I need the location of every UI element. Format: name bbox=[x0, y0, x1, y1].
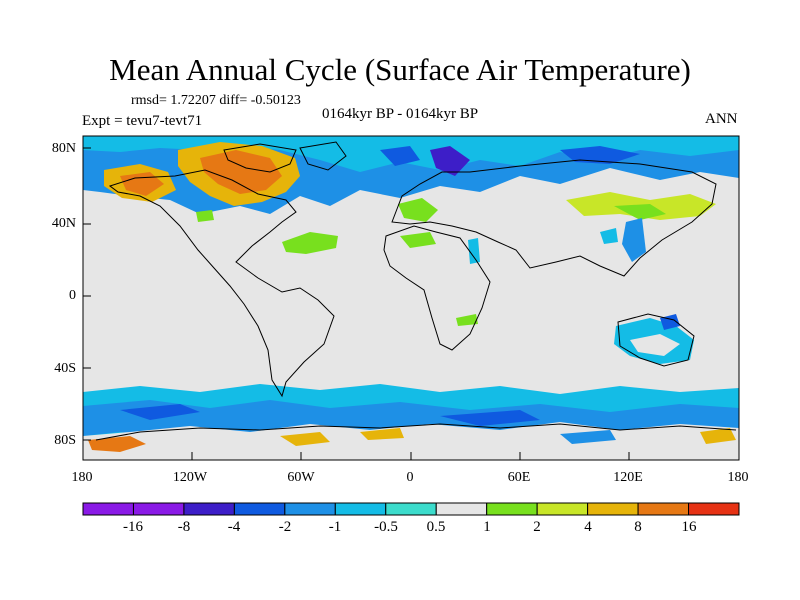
alaska-strong-warm-region bbox=[120, 172, 164, 196]
colorbar-swatch bbox=[536, 502, 589, 516]
canadian-arctic-coastline bbox=[223, 143, 297, 173]
experiment-label: Expt = tevu7-tevt71 bbox=[82, 113, 203, 129]
antarctica-coastline bbox=[95, 423, 737, 441]
antarctica-warm-patch-atlantic bbox=[360, 428, 404, 440]
europe-warm-patch bbox=[398, 198, 438, 222]
australia-neutral-region bbox=[630, 334, 680, 356]
colorbar-swatch bbox=[82, 502, 134, 516]
lon-label-60w: 60W bbox=[287, 470, 315, 485]
colorbar bbox=[82, 502, 740, 516]
colorbar-label: 4 bbox=[584, 519, 592, 535]
lat-label-0: 0 bbox=[69, 288, 76, 303]
lon-label-60e: 60E bbox=[507, 470, 531, 485]
us-warm-patch bbox=[196, 210, 214, 222]
lon-label-180e: 180 bbox=[727, 470, 749, 485]
anomaly-field bbox=[83, 136, 739, 460]
arctic-cool-patch bbox=[380, 146, 420, 166]
colorbar-swatch bbox=[183, 502, 235, 516]
colorbar-label: -16 bbox=[123, 519, 143, 535]
south-pacific-cool-patch bbox=[120, 404, 200, 420]
colorbar-label: -2 bbox=[278, 519, 292, 535]
colorbar-label: -0.5 bbox=[374, 519, 398, 535]
colorbar-swatch bbox=[334, 502, 387, 516]
asia-warm-patch bbox=[614, 204, 666, 220]
antarctica-warm-patch-east bbox=[700, 428, 736, 444]
arabia-cool-patch bbox=[468, 238, 480, 264]
south-indian-cool-patch bbox=[440, 410, 540, 426]
americas-coastline bbox=[108, 169, 335, 398]
colorbar-swatch bbox=[233, 502, 286, 516]
lat-label-40n: 40N bbox=[51, 216, 76, 231]
lon-label-180w: 180 bbox=[71, 470, 93, 485]
lon-label-120w: 120W bbox=[172, 470, 208, 485]
colorbar-label: 16 bbox=[681, 519, 697, 535]
colorbar-label: 1 bbox=[483, 519, 491, 535]
antarctica-warm-patch-west bbox=[88, 436, 146, 452]
mediterranean-warm-patch bbox=[400, 232, 436, 248]
eurasia-coastline bbox=[391, 159, 717, 277]
north-atlantic-warm-patch bbox=[282, 232, 338, 254]
colorbar-label: 0.5 bbox=[426, 519, 446, 535]
colorbar-label: -8 bbox=[177, 519, 191, 535]
lon-label-120e: 120E bbox=[613, 470, 643, 485]
east-china-cool-patch bbox=[622, 218, 646, 262]
colorbar-swatch bbox=[284, 502, 336, 516]
lon-label-0: 0 bbox=[406, 470, 414, 485]
colorbar-label: -1 bbox=[328, 519, 342, 535]
colorbar-swatch bbox=[637, 502, 690, 516]
coastlines bbox=[95, 141, 737, 441]
plot-title: Mean Annual Cycle (Surface Air Temperatu… bbox=[109, 52, 691, 87]
china-cool-patch bbox=[600, 228, 618, 244]
colorbar-swatch bbox=[132, 502, 185, 516]
north-america-strong-warm-region bbox=[200, 150, 282, 194]
antarctica-warm-patch-center bbox=[280, 432, 330, 446]
greenland-coastline bbox=[299, 141, 347, 171]
colorbar-swatch bbox=[486, 502, 538, 516]
africa-coastline bbox=[383, 225, 491, 351]
map-ticks bbox=[82, 147, 740, 460]
stats-text: rmsd= 1.72207 diff= -0.50123 bbox=[131, 93, 301, 108]
australia-coastline bbox=[617, 313, 695, 367]
antarctica-cool-patch-east bbox=[560, 430, 616, 444]
lat-label-80s: 80S bbox=[54, 433, 76, 448]
nh-strong-cool-patch bbox=[430, 146, 470, 176]
antarctica-neutral-region bbox=[83, 422, 739, 460]
colorbar-label: 8 bbox=[634, 519, 642, 535]
colorbar-swatch bbox=[587, 502, 639, 516]
period-label: 0164kyr BP - 0164kyr BP bbox=[322, 106, 479, 122]
colorbar-label: 2 bbox=[533, 519, 541, 535]
colorbar-swatch bbox=[385, 502, 437, 516]
colorbar-swatch bbox=[435, 502, 488, 516]
season-label: ANN bbox=[705, 111, 738, 127]
africa-warm-patch bbox=[456, 314, 478, 326]
lat-label-80n: 80N bbox=[51, 141, 76, 156]
colorbar-swatch bbox=[688, 502, 740, 516]
lat-label-40s: 40S bbox=[54, 361, 76, 376]
colorbar-label: -4 bbox=[227, 519, 241, 535]
